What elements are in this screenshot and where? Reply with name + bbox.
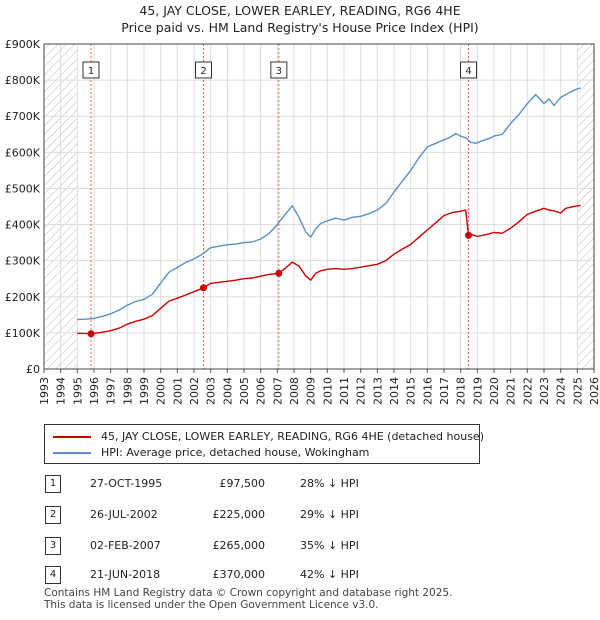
sale-marker-box: 1 bbox=[45, 475, 61, 493]
x-tick-label: 1993 bbox=[38, 377, 51, 405]
plot-area bbox=[44, 44, 594, 369]
sale-marker-box: 2 bbox=[45, 506, 61, 524]
property-price-line bbox=[77, 204, 581, 335]
legend-swatch-hpi bbox=[53, 452, 91, 454]
x-tick-label: 2026 bbox=[588, 377, 600, 405]
sale-price: £370,000 bbox=[212, 568, 266, 581]
x-tick-label: 1997 bbox=[105, 377, 118, 405]
x-tick-label: 2025 bbox=[571, 377, 584, 405]
y-tick-label: £900K bbox=[5, 38, 41, 51]
sale-hpi-diff: 35% ↓ HPI bbox=[300, 539, 359, 552]
legend-label-property: 45, JAY CLOSE, LOWER EARLEY, READING, RG… bbox=[101, 430, 484, 443]
x-tick-label: 1995 bbox=[71, 377, 84, 405]
legend-swatch-property bbox=[53, 436, 91, 438]
x-tick-label: 2011 bbox=[338, 377, 351, 405]
sale-row: 4 21-JUN-2018 £370,000 42% ↓ HPI bbox=[0, 566, 600, 586]
x-tick-label: 2008 bbox=[288, 377, 301, 405]
x-tick-label: 2009 bbox=[305, 377, 318, 405]
x-tick-label: 2006 bbox=[255, 377, 268, 405]
sale-point bbox=[465, 231, 472, 239]
chart-subtitle: Price paid vs. HM Land Registry's House … bbox=[121, 20, 479, 35]
sale-row: 2 26-JUL-2002 £225,000 29% ↓ HPI bbox=[0, 506, 600, 526]
x-tick-label: 2004 bbox=[221, 377, 234, 405]
y-tick-label: £100K bbox=[5, 327, 41, 340]
x-tick-label: 1999 bbox=[138, 377, 151, 405]
x-tick-label: 2018 bbox=[455, 377, 468, 405]
hpi-line bbox=[77, 87, 581, 321]
sale-price: £265,000 bbox=[212, 539, 266, 552]
x-tick-label: 2024 bbox=[555, 377, 568, 405]
x-tick-label: 1994 bbox=[55, 377, 68, 405]
sale-marker-box: 4 bbox=[45, 566, 61, 584]
footer-licence: This data is licensed under the Open Gov… bbox=[44, 598, 379, 611]
y-tick-label: £200K bbox=[5, 291, 41, 304]
sale-annotation-label: 1 bbox=[88, 66, 94, 77]
footer-copyright: Contains HM Land Registry data © Crown c… bbox=[44, 587, 453, 599]
sale-annotation-box bbox=[82, 61, 100, 79]
x-tick-label: 2022 bbox=[521, 377, 534, 405]
legend-label-hpi: HPI: Average price, detached house, Woki… bbox=[101, 446, 370, 459]
legend: 45, JAY CLOSE, LOWER EARLEY, READING, RG… bbox=[44, 424, 484, 464]
sale-annotation-label: 2 bbox=[200, 66, 206, 77]
x-tick-label: 2005 bbox=[238, 377, 251, 405]
x-tick-label: 2020 bbox=[488, 377, 501, 405]
sale-date: 26-JUL-2002 bbox=[90, 508, 158, 521]
sale-point bbox=[200, 284, 207, 292]
sale-hpi-diff: 29% ↓ HPI bbox=[300, 508, 359, 521]
sale-date: 27-OCT-1995 bbox=[90, 477, 163, 490]
chart-title: 45, JAY CLOSE, LOWER EARLEY, READING, RG… bbox=[139, 3, 461, 18]
sale-row: 3 02-FEB-2007 £265,000 35% ↓ HPI bbox=[0, 537, 600, 557]
x-tick-label: 2017 bbox=[438, 377, 451, 405]
sale-annotation-box bbox=[270, 61, 288, 79]
sale-annotation-label: 4 bbox=[465, 66, 471, 77]
x-tick-label: 2003 bbox=[205, 377, 218, 405]
x-tick-label: 2007 bbox=[271, 377, 284, 405]
sale-point bbox=[275, 269, 283, 277]
sale-marker-box: 3 bbox=[45, 537, 61, 555]
x-tick-label: 2023 bbox=[538, 377, 551, 405]
x-tick-label: 1996 bbox=[88, 377, 101, 405]
x-tick-label: 2010 bbox=[321, 377, 334, 405]
y-tick-label: £700K bbox=[5, 110, 41, 123]
sale-row: 1 27-OCT-1995 £97,500 28% ↓ HPI bbox=[0, 475, 600, 495]
sale-point bbox=[87, 330, 95, 338]
sale-annotation-box bbox=[460, 61, 477, 79]
x-tick-label: 2001 bbox=[171, 377, 184, 405]
y-tick-label: £0 bbox=[26, 363, 40, 376]
x-tick-label: 2013 bbox=[371, 377, 384, 405]
sale-date: 02-FEB-2007 bbox=[90, 539, 161, 552]
sale-price: £97,500 bbox=[219, 477, 266, 490]
x-tick-label: 2000 bbox=[155, 377, 168, 405]
sale-annotation-label: 3 bbox=[276, 66, 282, 77]
x-tick-label: 2014 bbox=[388, 377, 401, 405]
x-tick-label: 2021 bbox=[505, 377, 518, 405]
x-tick-label: 1998 bbox=[121, 377, 134, 405]
sale-hpi-diff: 42% ↓ HPI bbox=[300, 568, 359, 581]
y-tick-label: £300K bbox=[5, 255, 41, 268]
sale-price: £225,000 bbox=[212, 508, 266, 521]
sale-date: 21-JUN-2018 bbox=[90, 568, 161, 581]
y-tick-label: £600K bbox=[5, 146, 41, 159]
plot-frame bbox=[43, 43, 595, 370]
x-tick-label: 2002 bbox=[188, 377, 201, 405]
x-tick-label: 2016 bbox=[421, 377, 434, 405]
sale-hpi-diff: 28% ↓ HPI bbox=[300, 477, 359, 490]
y-tick-label: £800K bbox=[5, 74, 41, 87]
footer: Contains HM Land Registry data © Crown c… bbox=[44, 587, 453, 611]
y-tick-label: £400K bbox=[5, 219, 41, 232]
y-tick-label: £500K bbox=[5, 182, 41, 195]
sale-annotation-box bbox=[195, 61, 212, 79]
x-tick-label: 2015 bbox=[405, 377, 418, 405]
price-chart: £0 £100K £200K £300K £400K £500K £600K £700K £80… bbox=[5, 38, 600, 405]
hatched-region bbox=[577, 44, 594, 369]
x-tick-label: 2012 bbox=[355, 377, 368, 405]
x-tick-label: 2019 bbox=[471, 377, 484, 405]
